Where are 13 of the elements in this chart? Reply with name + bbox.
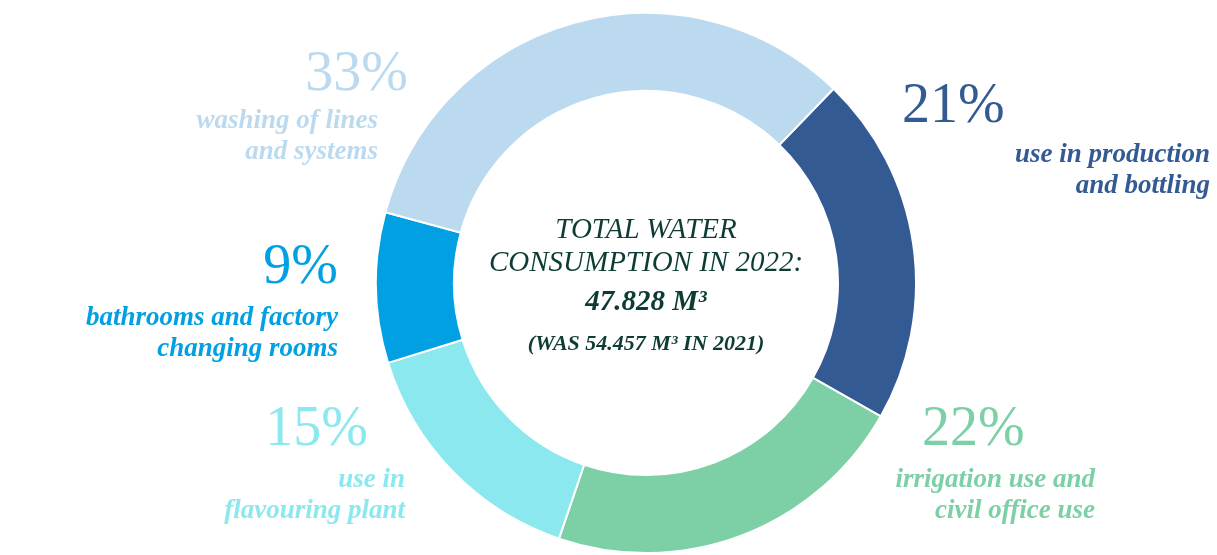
data-label: 33% [305,40,408,102]
text: 47.828 M³ [584,284,709,316]
data-label: 9% [263,233,338,295]
data-label: 21% [902,72,1005,134]
slice-label: use in production and bottling [1014,138,1210,199]
slice-label: irrigation use and civil office use [895,463,1096,524]
text: TOTAL WATER CONSUMPTION IN 2022: [488,212,804,277]
data-label: 15% [265,395,368,457]
text: (WAS 54.457 M³ IN 2021) [527,330,765,355]
slice-label: use in flavouring plant [224,463,407,524]
data-label: 22% [922,395,1025,457]
slice-label: bathrooms and factory changing rooms [85,301,339,362]
slice-label: washing of lines and systems [196,104,378,165]
